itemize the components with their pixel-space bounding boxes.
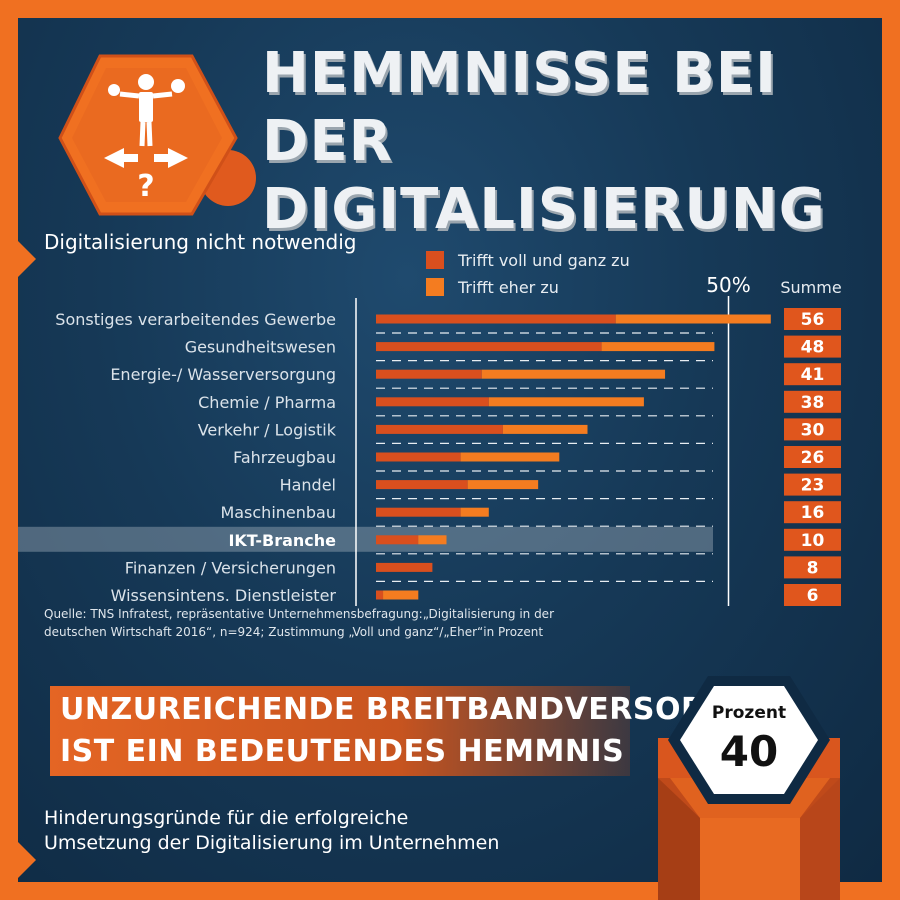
badge-label: Prozent — [712, 703, 786, 723]
total-value: 10 — [801, 531, 825, 551]
total-value: 41 — [801, 365, 825, 385]
bar-segment-voll — [376, 342, 602, 352]
legend-item-eher: Trifft eher zu — [426, 277, 559, 297]
legend-label-eher: Trifft eher zu — [458, 277, 559, 297]
total-value: 56 — [801, 310, 825, 330]
footer-line-2: Umsetzung der Digitalisierung im Unterne… — [44, 832, 500, 854]
bar-segment-eher — [460, 452, 560, 462]
highlight-row — [18, 526, 713, 552]
percent-badge: Prozent 40 — [658, 676, 840, 900]
reference-line-label: 50% — [706, 273, 750, 297]
bar-segment-eher — [418, 535, 447, 545]
bar-segment-eher — [502, 424, 588, 434]
bar-segment-voll — [376, 480, 468, 490]
badge-value: 40 — [720, 727, 778, 776]
bar-segment-voll — [376, 562, 433, 572]
category-label: Chemie / Pharma — [198, 393, 336, 412]
bar-segment-eher — [383, 590, 419, 600]
footer-line-1: Hinderungsgründe für die erfolgreiche — [44, 807, 409, 829]
banner-line-2: IST EIN BEDEUTENDES HEMMNIS — [60, 734, 625, 769]
bar-segment-eher — [615, 314, 771, 324]
footer-text: Hinderungsgründe für die erfolgreiche Um… — [44, 806, 499, 856]
bar-segment-voll — [376, 424, 503, 434]
total-value: 16 — [801, 503, 825, 523]
bar-segment-eher — [488, 397, 644, 407]
total-value: 26 — [801, 448, 825, 468]
legend-swatch-eher — [426, 278, 444, 296]
total-box — [784, 501, 841, 524]
totals-header: Summe — [780, 278, 841, 297]
banner-background — [50, 686, 630, 776]
total-box — [784, 584, 841, 606]
legend-swatch-voll — [426, 251, 444, 269]
bar-segment-voll — [376, 452, 461, 462]
total-box — [784, 390, 841, 413]
total-value: 6 — [807, 586, 819, 606]
title-line-1: HEMMNISSE BEI — [262, 41, 777, 106]
category-label: Maschinenbau — [220, 503, 336, 522]
total-box — [784, 473, 841, 496]
total-value: 23 — [801, 476, 825, 496]
category-label: Sonstiges verarbeitendes Gewerbe — [55, 310, 336, 329]
total-box — [784, 308, 841, 330]
bar-segment-eher — [601, 342, 715, 352]
side-notch-bottom — [18, 842, 36, 878]
total-value: 48 — [801, 338, 825, 358]
total-box — [784, 335, 841, 358]
category-label: Wissensintens. Dienstleister — [111, 586, 337, 605]
title-line-2: DER DIGITALISIERUNG — [262, 109, 826, 242]
total-box — [784, 528, 841, 551]
businessman-decision-icon: ? — [58, 54, 256, 216]
source-note: Quelle: TNS Infratest, repräsentative Un… — [44, 607, 554, 639]
total-value: 8 — [807, 558, 819, 578]
category-label: Fahrzeugbau — [233, 448, 336, 467]
category-label: Energie-/ Wasserversorgung — [110, 365, 336, 384]
side-notch-top — [18, 241, 36, 277]
legend-item-voll: Trifft voll und ganz zu — [426, 250, 630, 270]
category-label: Verkehr / Logistik — [198, 420, 337, 439]
category-label: Gesundheitswesen — [185, 338, 336, 357]
bar-segment-voll — [376, 507, 461, 517]
chart-title: Digitalisierung nicht notwendig — [44, 230, 357, 254]
total-box — [784, 418, 841, 441]
legend-label-voll: Trifft voll und ganz zu — [458, 250, 630, 270]
total-box — [784, 363, 841, 386]
bar-segment-eher — [467, 480, 539, 490]
total-value: 30 — [801, 420, 825, 440]
total-box — [784, 556, 841, 579]
svg-text:?: ? — [137, 169, 154, 204]
bar-segment-voll — [376, 535, 419, 545]
bar-segment-voll — [376, 314, 616, 324]
banner-headline: UNZUREICHENDE BREITBANDVERSORGUNG IST EI… — [60, 689, 805, 773]
total-value: 38 — [801, 393, 825, 413]
bar-segment-voll — [376, 397, 489, 407]
category-label: Handel — [280, 476, 336, 495]
bar-segment-voll — [376, 590, 384, 600]
total-box — [784, 446, 841, 468]
category-label: Finanzen / Versicherungen — [125, 558, 336, 577]
page-title: HEMMNISSE BEI DER DIGITALISIERUNG — [262, 40, 862, 244]
bar-segment-eher — [460, 507, 489, 517]
category-label: IKT-Branche — [228, 531, 336, 550]
bar-segment-voll — [376, 369, 482, 379]
bar-segment-eher — [481, 369, 666, 379]
